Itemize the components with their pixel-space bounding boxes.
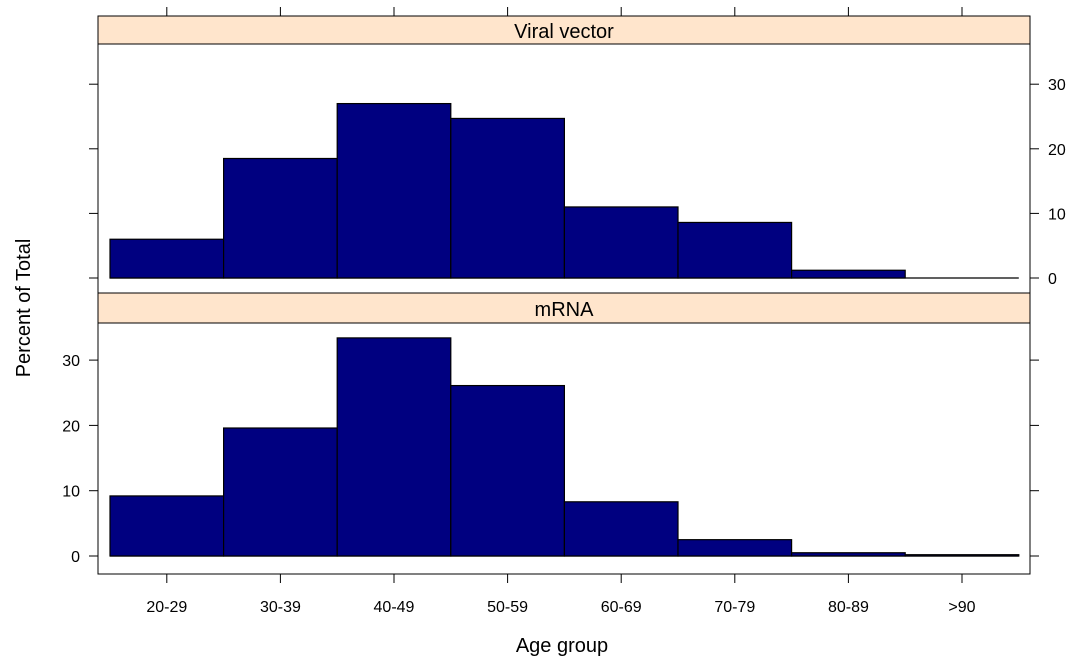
bar-mrna-50-59 xyxy=(450,384,565,557)
bar-mrna-60-69 xyxy=(563,501,679,557)
y-tick-label-mrna-0: 0 xyxy=(71,549,80,566)
y-tick-label-viral-vector-10: 10 xyxy=(1048,206,1066,223)
y-tick-label-mrna-30: 30 xyxy=(62,353,80,370)
x-tick-label-90: >90 xyxy=(948,599,975,616)
panel-mrna: mRNA xyxy=(97,292,1031,575)
bar-viral-vector-70-79 xyxy=(677,221,793,279)
y-tick-label-mrna-10: 10 xyxy=(62,484,80,501)
x-tick-label-50-59: 50-59 xyxy=(487,599,528,616)
strip-viral-vector xyxy=(97,15,1031,45)
bar-mrna-30-39 xyxy=(223,427,338,557)
bar-group-mrna xyxy=(109,337,1020,557)
x-axis-title: Age group xyxy=(516,635,608,657)
panel-frame-mrna xyxy=(97,322,1031,575)
bar-mrna-80-89 xyxy=(790,552,906,557)
bar-viral-vector-30-39 xyxy=(223,157,338,279)
axes: 0 10 20 30 0 10 20 30 20-29 30-39 40-49 50-59 60-69 7… xyxy=(62,7,1066,616)
y-tick-label-viral-vector-30: 30 xyxy=(1048,77,1066,94)
bar-mrna-70-79 xyxy=(677,539,793,557)
strip-label-mrna: mRNA xyxy=(535,299,595,321)
bar-viral-vector-80-89 xyxy=(790,269,906,279)
x-tick-label-30-39: 30-39 xyxy=(260,599,301,616)
strip-mrna xyxy=(97,292,1031,324)
bar-viral-vector-20-29 xyxy=(109,238,225,279)
y-tick-label-viral-vector-20: 20 xyxy=(1048,142,1066,159)
y-tick-label-viral-vector-0: 0 xyxy=(1048,271,1057,288)
x-tick-label-40-49: 40-49 xyxy=(374,599,415,616)
x-tick-label-20-29: 20-29 xyxy=(146,599,187,616)
bar-mrna-40-49 xyxy=(336,337,452,557)
bar-mrna-90 xyxy=(904,554,1020,557)
x-tick-label-80-89: 80-89 xyxy=(828,599,869,616)
strip-label-viral-vector: Viral vector xyxy=(514,21,614,43)
panel-viral-vector: Viral vector xyxy=(97,15,1031,294)
bar-viral-vector-40-49 xyxy=(336,102,452,279)
x-tick-label-60-69: 60-69 xyxy=(601,599,642,616)
y-axis-title: Percent of Total xyxy=(13,239,35,378)
y-tick-label-mrna-20: 20 xyxy=(62,418,80,435)
bar-viral-vector-60-69 xyxy=(563,206,679,279)
x-tick-label-70-79: 70-79 xyxy=(714,599,755,616)
bar-viral-vector-50-59 xyxy=(450,117,565,279)
bar-group-viral-vector xyxy=(109,102,1019,279)
bar-mrna-20-29 xyxy=(109,495,225,557)
